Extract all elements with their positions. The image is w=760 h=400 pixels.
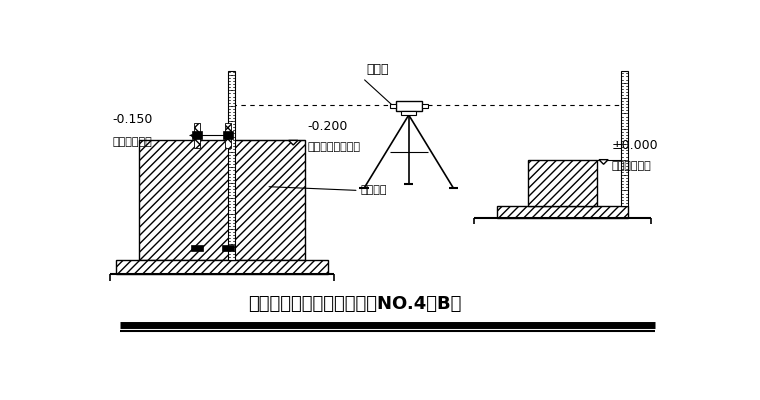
Bar xyxy=(116,260,328,274)
Text: （柱顶标高）: （柱顶标高） xyxy=(112,136,152,146)
Bar xyxy=(194,124,200,148)
Bar xyxy=(223,131,233,139)
Bar xyxy=(192,131,202,139)
Bar xyxy=(401,111,416,115)
Polygon shape xyxy=(191,135,200,140)
Text: 水准仪: 水准仪 xyxy=(366,63,389,76)
Text: （基准标高）: （基准标高） xyxy=(611,161,651,171)
Bar xyxy=(139,140,305,260)
Bar xyxy=(228,71,235,260)
Polygon shape xyxy=(599,160,608,164)
Text: -0.150: -0.150 xyxy=(112,113,153,126)
Bar xyxy=(225,124,231,148)
Bar xyxy=(422,104,428,108)
Text: （一次浇筑标高）: （一次浇筑标高） xyxy=(307,142,360,152)
Bar xyxy=(389,104,396,108)
Bar xyxy=(621,71,628,206)
Bar xyxy=(497,206,629,218)
Bar xyxy=(222,245,234,250)
Text: 钢筋砼柱: 钢筋砼柱 xyxy=(360,186,387,196)
Text: 钢柱柱底标高引测示意图（NO.4－B）: 钢柱柱底标高引测示意图（NO.4－B） xyxy=(249,295,461,313)
Text: ±0.000: ±0.000 xyxy=(611,139,658,152)
Bar xyxy=(396,101,422,111)
Bar xyxy=(191,245,203,250)
Bar xyxy=(528,160,597,206)
Text: -0.200: -0.200 xyxy=(307,120,347,133)
Polygon shape xyxy=(289,140,298,145)
